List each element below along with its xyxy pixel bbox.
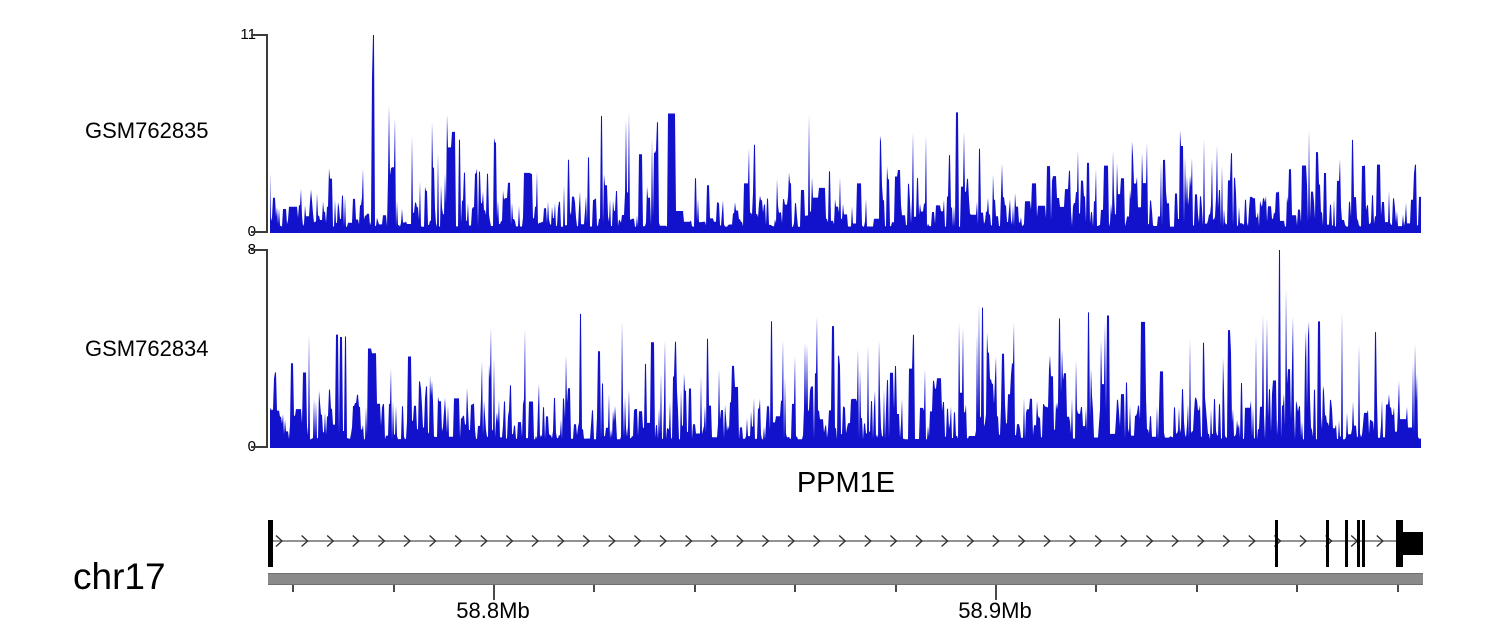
exon xyxy=(1275,520,1278,567)
exon xyxy=(1326,520,1329,567)
exon xyxy=(1345,520,1348,567)
gene-model xyxy=(268,520,1423,567)
axis-minor-tick xyxy=(593,585,595,592)
gene-title: PPM1E xyxy=(796,467,896,499)
axis-minor-tick xyxy=(292,585,294,592)
axis-minor-tick xyxy=(393,585,395,592)
axis-major-tick xyxy=(995,585,997,600)
track1-yaxis-line xyxy=(266,34,268,233)
track1-coverage-plot xyxy=(270,35,1421,233)
GSM762835-coverage-area xyxy=(270,35,1421,233)
track2-yaxis-bottom-tick xyxy=(251,446,268,448)
chromosome-bar xyxy=(268,573,1423,585)
exon xyxy=(1396,520,1403,567)
GSM762834-coverage-area xyxy=(270,250,1421,448)
track2-label: GSM762834 xyxy=(85,336,209,361)
track1-yaxis-bottom-tick xyxy=(251,231,268,233)
axis-minor-tick xyxy=(1296,585,1298,592)
track1-ymax-label: 11 xyxy=(240,26,256,43)
exon xyxy=(1362,520,1365,567)
track2-coverage-plot xyxy=(270,250,1421,448)
axis-minor-tick xyxy=(1095,585,1097,592)
axis-minor-tick xyxy=(694,585,696,592)
axis-coordinate-label: 58.9Mb xyxy=(958,598,1032,623)
track2-yaxis-top-tick xyxy=(251,249,268,251)
track1-yaxis-top-tick xyxy=(251,34,268,36)
track2-yaxis-line xyxy=(266,249,268,448)
axis-major-tick xyxy=(493,585,495,600)
axis-minor-tick xyxy=(895,585,897,592)
exon xyxy=(1357,520,1360,567)
exon xyxy=(268,520,273,567)
axis-minor-tick xyxy=(1397,585,1399,592)
track1-label: GSM762835 xyxy=(85,118,209,143)
axis-coordinate-label: 58.8Mb xyxy=(456,598,530,623)
axis-minor-tick xyxy=(794,585,796,592)
utr-exon xyxy=(1403,532,1423,555)
strand-direction-chevrons xyxy=(275,535,1384,547)
axis-minor-tick xyxy=(1196,585,1198,592)
chromosome-label: chr17 xyxy=(73,556,166,597)
